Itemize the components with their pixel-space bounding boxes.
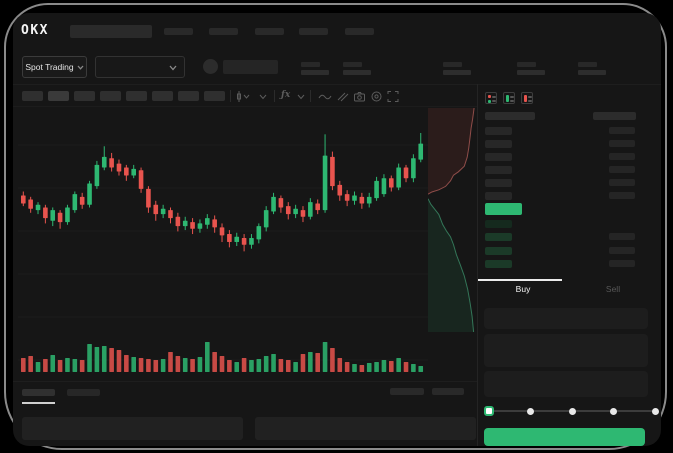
orderbook-header-price [485, 112, 535, 120]
chevron-down-icon [169, 65, 177, 71]
slider-stop-dot[interactable] [568, 408, 576, 415]
device-frame [4, 3, 667, 450]
order-input-field[interactable] [484, 308, 648, 329]
bid-row-amount[interactable] [609, 260, 635, 267]
toolbar-separator [310, 90, 311, 102]
toolbar-divider [13, 106, 477, 107]
ask-row-amount[interactable] [609, 140, 635, 147]
pair-name-placeholder [223, 60, 278, 74]
chevron-down-icon [77, 65, 84, 70]
toolbar-separator [230, 90, 231, 102]
app-window: OKX Spot Trading [13, 13, 661, 446]
header-divider [13, 84, 661, 85]
bottom-tab-orders[interactable] [22, 389, 55, 396]
orders-table-placeholder [22, 417, 243, 440]
bottom-tab-underline [22, 402, 55, 404]
okx-logo: OKX [21, 23, 49, 38]
ask-row-price[interactable] [485, 127, 512, 135]
bid-row-price[interactable] [485, 233, 512, 241]
ask-row-amount[interactable] [609, 127, 635, 134]
stat-label [578, 62, 597, 67]
depth-chart[interactable] [428, 108, 477, 332]
slider-stop-dot[interactable] [527, 408, 534, 415]
stat-value [301, 69, 329, 75]
bottom-divider [13, 381, 477, 382]
bottom-link[interactable] [390, 388, 424, 395]
market-type-selector[interactable]: Spot Trading [22, 56, 87, 78]
settings-icon[interactable] [370, 90, 384, 103]
timeframe-pill[interactable] [74, 91, 95, 101]
bid-row-amount[interactable] [609, 233, 635, 240]
stat-label [301, 62, 320, 67]
ask-row-amount[interactable] [609, 179, 635, 186]
timeframe-pill[interactable] [204, 91, 225, 101]
nav-menu-item[interactable] [299, 28, 328, 35]
ask-row-amount[interactable] [609, 153, 635, 160]
ask-row-price[interactable] [485, 192, 512, 200]
stat-label [517, 62, 536, 67]
market-type-label: Spot Trading [25, 62, 74, 72]
slider-stop-dot[interactable] [610, 408, 617, 415]
ask-row-amount[interactable] [609, 166, 635, 173]
buy-submit-button[interactable] [484, 428, 645, 446]
ask-row-price[interactable] [485, 179, 512, 187]
nav-menu-item[interactable] [345, 28, 374, 35]
stat-value [578, 69, 606, 75]
ask-row-amount[interactable] [609, 192, 635, 199]
candle-style-icon[interactable] [236, 90, 250, 103]
indicators-fx-icon[interactable]: ƒx [281, 90, 291, 100]
coin-icon [203, 59, 218, 74]
compare-chevron-icon[interactable] [296, 90, 310, 103]
book-combined-icon[interactable] [485, 92, 497, 104]
bid-row-price[interactable] [485, 220, 512, 228]
fullscreen-icon[interactable] [387, 90, 401, 103]
ask-row-price[interactable] [485, 166, 512, 174]
tab-sell[interactable]: Sell [605, 284, 621, 294]
book-asks-only-icon[interactable] [521, 92, 533, 104]
order-input-field[interactable] [484, 334, 648, 367]
interval-chevron-icon[interactable] [258, 90, 272, 103]
stat-label [443, 62, 462, 67]
slider-stop-dot[interactable] [651, 408, 659, 415]
line-tool-icon[interactable] [318, 90, 332, 103]
stat-value [517, 69, 545, 75]
tab-buy[interactable]: Buy [515, 284, 531, 294]
timeframe-pill[interactable] [178, 91, 199, 101]
bottom-tab-history[interactable] [67, 389, 100, 396]
draw-tool-icon[interactable] [336, 90, 350, 103]
orderbook-header-amount [593, 112, 636, 120]
bottom-link[interactable] [432, 388, 464, 395]
panel-divider-vertical [477, 84, 478, 446]
nav-menu-item[interactable] [164, 28, 193, 35]
order-input-field[interactable] [484, 371, 648, 397]
bid-row-price[interactable] [485, 260, 512, 268]
pair-dropdown[interactable] [95, 56, 185, 78]
active-tab-indicator [478, 279, 562, 281]
toolbar-separator [274, 90, 275, 102]
nav-menu-item[interactable] [255, 28, 284, 35]
stat-value [343, 69, 371, 75]
bid-row-amount[interactable] [609, 247, 635, 254]
candlestick-chart[interactable] [18, 108, 428, 378]
stat-value [443, 69, 471, 75]
bid-row-price[interactable] [485, 247, 512, 255]
timeframe-pill[interactable] [126, 91, 147, 101]
slider-handle[interactable] [484, 406, 494, 416]
timeframe-pill[interactable] [100, 91, 121, 101]
orders-table-placeholder [255, 417, 476, 440]
timeframe-pill[interactable] [152, 91, 173, 101]
stat-label [343, 62, 362, 67]
nav-menu-item[interactable] [209, 28, 238, 35]
book-bids-only-icon[interactable] [503, 92, 515, 104]
timeframe-pill[interactable] [48, 91, 69, 101]
ask-row-price[interactable] [485, 140, 512, 148]
ticker-placeholder [70, 25, 152, 38]
camera-icon[interactable] [353, 90, 367, 103]
ask-row-price[interactable] [485, 153, 512, 161]
timeframe-pill[interactable] [22, 91, 43, 101]
last-price-highlight[interactable] [485, 203, 522, 215]
